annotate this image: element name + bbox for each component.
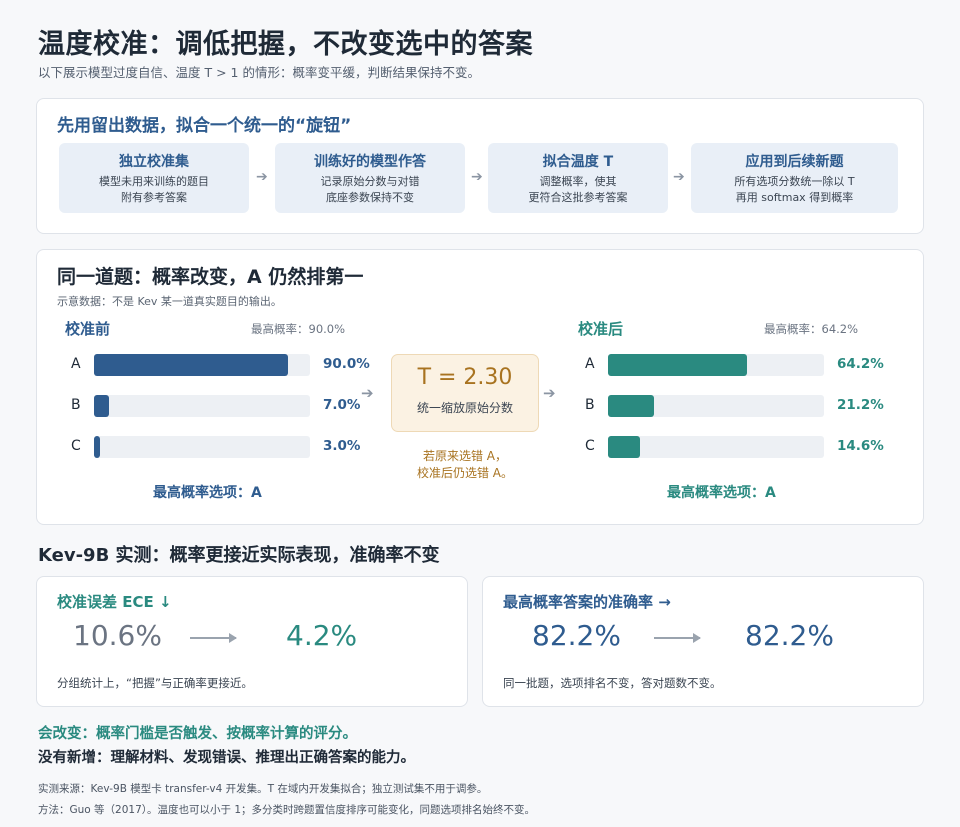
arrow-right-icon [190,633,237,643]
accuracy-note: 同一批题，选项排名不变，答对题数不变。 [503,676,722,690]
step-title: 独立校准集 [119,154,189,170]
page-subtitle: 以下展示模型过度自信、温度 T > 1 的情形：概率变平缓，判断结果保持不变。 [38,65,480,80]
after-value-c: 14.6% [837,438,884,454]
after-footer: 最高概率选项：A [667,485,776,501]
step-desc: 调整概率，使其 更符合这批参考答案 [528,175,628,204]
step-title: 拟合温度 T [542,154,614,170]
after-title: 校准后 [578,320,624,338]
before-value-b: 7.0% [323,397,361,413]
page-title: 温度校准：调低把握，不改变选中的答案 [38,29,533,60]
compare-note: 示意数据：不是 Kev 某一道真实题目的输出。 [57,295,282,308]
step-apply-new: 应用到后续新题 所有选项分数统一除以 T 再用 softmax 得到概率 [691,143,898,213]
after-bar-c [608,436,640,458]
results-title: Kev-9B 实测：概率更接近实际表现，准确率不变 [38,545,440,566]
summary-changes: 会改变：概率门槛是否触发、按概率计算的评分。 [38,726,357,742]
step-desc: 所有选项分数统一除以 T 再用 softmax 得到概率 [734,175,855,204]
after-bar-b [608,395,654,417]
arrow-right-icon: ➔ [543,384,556,402]
after-bar-track-b [608,395,824,417]
ece-after: 4.2% [286,619,358,652]
temperature-label: 统一缩放原始分数 [416,401,513,415]
arrow-right-icon: ➔ [361,384,374,402]
before-label-c: C [71,438,81,454]
arrow-right-icon: ➔ [256,169,268,185]
step-desc: 模型未用来训练的题目 附有参考答案 [99,175,209,204]
after-value-a: 64.2% [837,356,884,372]
after-value-b: 21.2% [837,397,884,413]
accuracy-card: 最高概率答案的准确率 → 82.2% 82.2% 同一批题，选项排名不变，答对题… [482,576,924,707]
before-label-b: B [71,397,81,413]
after-max-prob: 最高概率：64.2% [764,322,859,336]
step-calibration-set: 独立校准集 模型未用来训练的题目 附有参考答案 [59,143,249,213]
temperature-value: T = 2.30 [417,365,513,390]
arrow-right-icon [654,633,701,643]
temperature-box: T = 2.30 统一缩放原始分数 [391,354,539,432]
ece-before: 10.6% [73,619,162,652]
before-bar-track-b [94,395,310,417]
ece-note: 分组统计上，“把握”与正确率更接近。 [57,676,253,690]
before-bar-a [94,354,289,376]
footnote-source: 实测来源：Kev-9B 模型卡 transfer-v4 开发集。T 在域内开发集… [38,783,488,795]
before-max-prob: 最高概率：90.0% [251,322,346,336]
before-bar-track-a [94,354,310,376]
after-bar-a [608,354,747,376]
after-label-a: A [585,356,595,372]
accuracy-after: 82.2% [745,619,834,652]
before-value-c: 3.0% [323,438,361,454]
process-title: 先用留出数据，拟合一个统一的“旋钮” [57,116,352,136]
before-bar-track-c [94,436,310,458]
arrow-right-icon: ➔ [471,169,483,185]
accuracy-title: 最高概率答案的准确率 → [503,593,671,611]
step-title: 训练好的模型作答 [314,154,426,170]
after-bar-track-c [608,436,824,458]
footnote-method: 方法：Guo 等（2017）。温度也可以小于 1；多分类时跨题置信度排序可能变化… [38,804,536,816]
after-label-c: C [585,438,595,454]
compare-card: 同一道题：概率改变，A 仍然排第一 示意数据：不是 Kev 某一道真实题目的输出… [36,249,924,525]
after-bar-track-a [608,354,824,376]
summary-no-new: 没有新增：理解材料、发现错误、推理出正确答案的能力。 [38,750,415,766]
process-card: 先用留出数据，拟合一个统一的“旋钮” 独立校准集 模型未用来训练的题目 附有参考… [36,98,924,234]
compare-title: 同一道题：概率改变，A 仍然排第一 [57,266,364,288]
before-title: 校准前 [65,320,111,338]
accuracy-before: 82.2% [532,619,621,652]
before-value-a: 90.0% [323,356,370,372]
step-title: 应用到后续新题 [745,154,844,170]
before-bar-c [94,436,101,458]
step-fit-temperature: 拟合温度 T 调整概率，使其 更符合这批参考答案 [488,143,668,213]
step-desc: 记录原始分数与对错 底座参数保持不变 [320,175,420,204]
before-bar-b [94,395,110,417]
step-model-answer: 训练好的模型作答 记录原始分数与对错 底座参数保持不变 [275,143,465,213]
arrow-right-icon: ➔ [673,169,685,185]
temperature-note: 若原来选错 A， 校准后仍选错 A。 [416,449,514,480]
before-footer: 最高概率选项：A [153,485,262,501]
before-label-a: A [71,356,81,372]
after-label-b: B [585,397,595,413]
ece-card: 校准误差 ECE ↓ 10.6% 4.2% 分组统计上，“把握”与正确率更接近。 [36,576,468,707]
ece-title: 校准误差 ECE ↓ [57,593,172,611]
